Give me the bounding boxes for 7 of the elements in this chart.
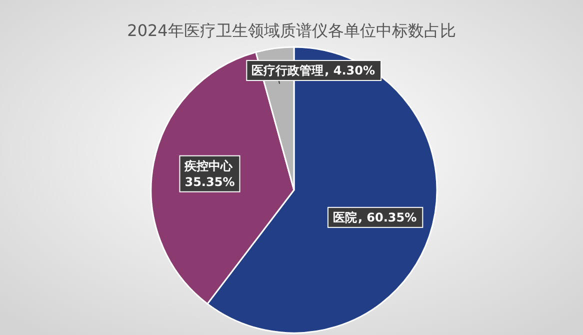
data-label: , 4.30%	[324, 63, 376, 78]
chart-title: 2024年医疗卫生领域质谱仪各单位中标数占比	[127, 21, 456, 40]
data-label: 35.35%	[184, 174, 235, 189]
slice-label: 疾控中心	[184, 158, 234, 173]
slice-label: 医疗行政管理	[252, 63, 324, 78]
slice-label: 医院	[332, 210, 357, 224]
data-label: , 60.35%	[358, 210, 417, 224]
